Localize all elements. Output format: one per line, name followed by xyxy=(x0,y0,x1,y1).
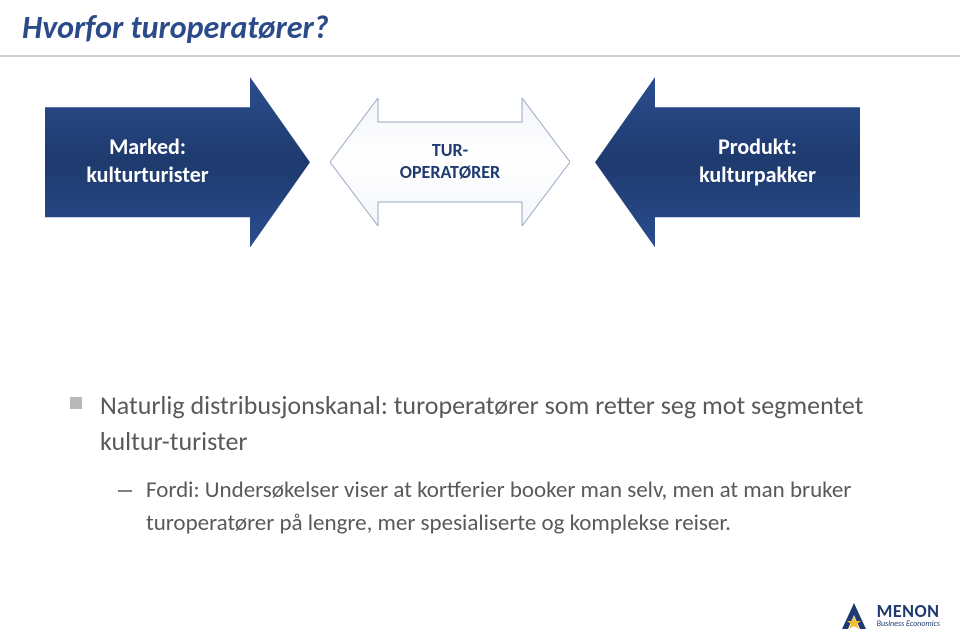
square-bullet-icon xyxy=(70,397,82,409)
logo-main-text: MENON xyxy=(877,602,940,620)
bullet-level1-text: Naturlig distribusjonskanal: turoperatør… xyxy=(100,387,930,460)
bullet-level1: Naturlig distribusjonskanal: turoperatør… xyxy=(70,387,930,460)
page-title: Hvorfor turoperatører? xyxy=(22,8,960,47)
left-arrow-line2: kulturturister xyxy=(86,161,208,188)
logo-text: MENON Business Economics xyxy=(877,602,940,628)
bullet-level2: Fordi: Undersøkelser viser at kortferier… xyxy=(118,474,930,541)
right-arrow-line1: Produkt: xyxy=(718,133,797,160)
logo-sub-text: Business Economics xyxy=(877,620,940,628)
footer-logo: MENON Business Economics xyxy=(839,599,940,631)
left-arrow-line1: Marked: xyxy=(109,133,186,160)
center-arrow-line2: OPERATØRER xyxy=(400,161,500,183)
right-arrow-label: Produkt: kulturpakker xyxy=(655,133,860,188)
center-arrow-label: TUR- OPERATØRER xyxy=(368,139,532,184)
dash-bullet-icon xyxy=(118,490,132,492)
center-arrow-line1: TUR- xyxy=(432,139,468,161)
bullet-list: Naturlig distribusjonskanal: turoperatør… xyxy=(70,387,930,540)
logo-mark-icon xyxy=(839,599,869,631)
right-arrow-line2: kulturpakker xyxy=(699,161,816,188)
left-arrow-label: Marked: kulturturister xyxy=(45,133,250,188)
title-bar: Hvorfor turoperatører? xyxy=(0,0,960,57)
diagram-area: Marked: kulturturister TUR- OPERATØRER P… xyxy=(0,87,960,347)
bullet-level2-text: Fordi: Undersøkelser viser at kortferier… xyxy=(146,474,930,541)
